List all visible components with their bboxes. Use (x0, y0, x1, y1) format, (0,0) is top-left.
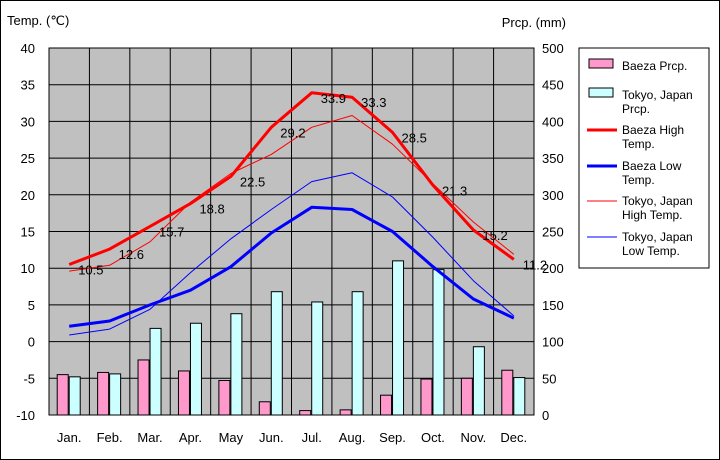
grid-lines (49, 47, 534, 416)
data-label: 15.2 (482, 228, 507, 243)
legend-label: Temp. (622, 137, 655, 151)
legend-label: Low Temp. (622, 244, 680, 258)
x-tick-label: May (219, 430, 244, 445)
baeza-prcp-bar (177, 370, 190, 416)
data-label: 15.7 (159, 224, 184, 239)
data-label: 29.2 (280, 125, 305, 140)
data-label: 18.8 (199, 202, 224, 217)
baeza-prcp-bar (258, 401, 271, 416)
y-left-tick-label: 5 (28, 298, 35, 313)
legend-swatch (588, 58, 614, 69)
tokyo-low-line (69, 172, 515, 336)
axes: -10-505101520253035400501001502002503003… (16, 41, 564, 445)
baeza-prcp-bar (218, 380, 231, 416)
y-left-tick-label: 15 (21, 225, 35, 240)
tokyo-prcp-bar (109, 373, 122, 416)
data-label: 11.2 (523, 257, 547, 272)
data-label: 21.3 (442, 183, 467, 198)
baeza-prcp-bar (501, 369, 514, 416)
legend-label: Prcp. (622, 102, 650, 116)
data-label: 22.5 (240, 174, 265, 189)
tokyo-prcp-bar (351, 291, 364, 416)
data-labels: 10.5 12.6 15.7 18.8 22.5 29.2 33.9 33.3 28.5 21.3… (78, 91, 547, 278)
right-axis-title: Prcp. (mm) (502, 15, 566, 30)
tokyo-prcp-bar (270, 291, 283, 416)
y-right-tick-label: 0 (542, 408, 549, 423)
tokyo-prcp-bar (432, 269, 445, 416)
x-tick-label: Jul. (302, 430, 322, 445)
baeza-prcp-bar (97, 371, 110, 416)
x-tick-label: Mar. (137, 430, 162, 445)
legend-label: Baeza Low (622, 159, 682, 173)
y-left-tick-label: 25 (21, 151, 35, 166)
x-tick-label: Feb. (97, 430, 123, 445)
x-tick-label: Apr. (179, 430, 202, 445)
data-label: 33.9 (321, 91, 346, 106)
x-tick-label: Oct. (421, 430, 445, 445)
y-left-tick-label: 40 (21, 41, 35, 56)
tokyo-prcp-bar (68, 376, 81, 416)
legend-box (578, 47, 710, 269)
tokyo-prcp-bar (149, 327, 162, 416)
y-right-tick-label: 300 (542, 188, 564, 203)
tokyo-prcp-bar (392, 260, 405, 416)
baeza-prcp-bar (137, 359, 150, 416)
x-tick-label: Sep. (379, 430, 406, 445)
x-tick-label: Jun. (259, 430, 284, 445)
legend-label: Baeza Prcp. (622, 59, 687, 73)
y-right-tick-label: 250 (542, 225, 564, 240)
legend-label: Tokyo, Japan (622, 88, 693, 102)
data-label: 12.6 (119, 247, 144, 262)
baeza-low-line (69, 205, 515, 328)
left-axis-title: Temp. (℃) (7, 13, 69, 28)
y-right-tick-label: 100 (542, 335, 564, 350)
tokyo-prcp-bar (472, 346, 485, 416)
data-label: 10.5 (78, 263, 103, 278)
x-tick-label: Dec. (500, 430, 527, 445)
y-left-tick-label: 30 (21, 114, 35, 129)
x-tick-label: Jan. (57, 430, 82, 445)
legend-label: Tokyo, Japan (622, 194, 693, 208)
y-right-tick-label: 500 (542, 41, 564, 56)
baeza-prcp-bar (380, 394, 393, 416)
y-left-tick-label: 0 (28, 335, 35, 350)
tokyo-prcp-bar (513, 377, 526, 416)
y-right-tick-label: 150 (542, 298, 564, 313)
data-label: 33.3 (361, 95, 386, 110)
y-right-tick-label: 400 (542, 114, 564, 129)
data-label: 28.5 (402, 130, 427, 145)
y-left-tick-label: -10 (16, 408, 35, 423)
tokyo-high-line (69, 115, 515, 272)
baeza-prcp-bar (299, 410, 312, 416)
precipitation-bars (56, 260, 526, 416)
x-tick-label: Nov. (460, 430, 486, 445)
baeza-prcp-bar (339, 409, 352, 416)
x-tick-label: Aug. (339, 430, 366, 445)
legend-swatch (588, 87, 614, 98)
legend-label: Baeza High (622, 123, 684, 137)
tokyo-prcp-bar (230, 313, 243, 416)
tokyo-prcp-bar (189, 322, 202, 416)
y-left-tick-label: 20 (21, 188, 35, 203)
tokyo-prcp-bar (311, 301, 324, 416)
baeza-prcp-bar (56, 374, 69, 416)
legend-label: Temp. (622, 173, 655, 187)
baeza-prcp-bar (460, 377, 473, 416)
legend-label: High Temp. (622, 208, 682, 222)
y-left-tick-label: -5 (23, 371, 35, 386)
y-right-tick-label: 350 (542, 151, 564, 166)
y-left-tick-label: 10 (21, 261, 35, 276)
y-right-tick-label: 200 (542, 261, 564, 276)
y-right-tick-label: 450 (542, 78, 564, 93)
baeza-high-line (68, 91, 515, 266)
y-right-tick-label: 50 (542, 371, 556, 386)
baeza-prcp-bar (420, 378, 433, 416)
temperature-lines (68, 91, 515, 336)
legend-label: Tokyo, Japan (622, 230, 693, 244)
y-left-tick-label: 35 (21, 78, 35, 93)
